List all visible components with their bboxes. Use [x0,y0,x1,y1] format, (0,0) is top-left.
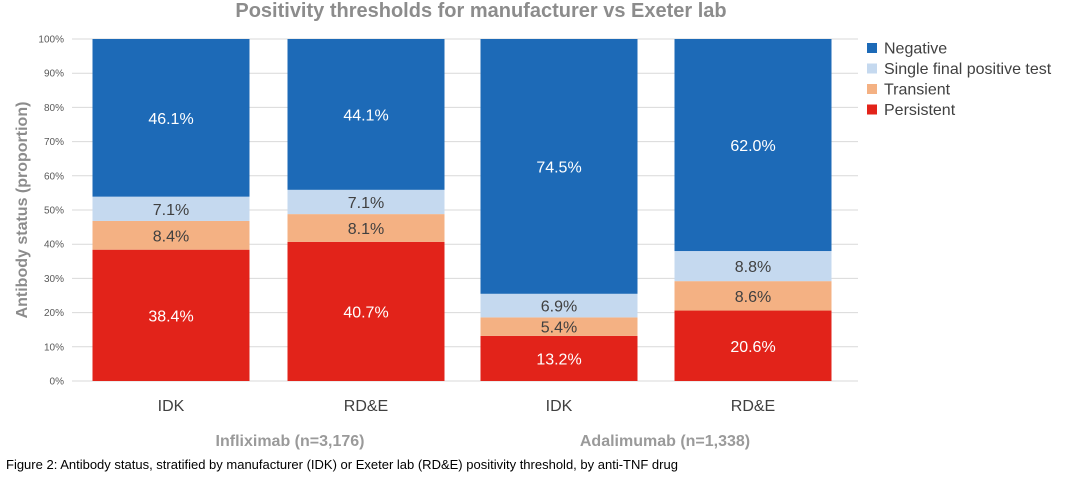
data-label: 6.9% [541,299,577,316]
bar-segment [480,293,638,318]
data-label: 8.4% [153,228,189,245]
y-tick-label: 80% [44,103,64,114]
data-label: 5.4% [541,320,577,337]
legend-swatch [867,43,877,53]
data-label: 46.1% [148,111,193,128]
legend-swatch [867,63,877,74]
bar-segment [287,189,445,215]
legend-swatch [867,84,877,94]
data-label: 44.1% [343,107,388,124]
bar-segment [674,251,832,282]
bars [92,39,832,381]
y-tick-label: 90% [44,69,64,80]
bar-segment [480,317,638,336]
y-tick-label: 0% [50,377,65,388]
stacked-bar-chart: 38.4% 8.4% 7.1% 46.1% 40.7% 8.1% 7.1% 44.1% 13.2… [14,0,1052,451]
group-label: Adalimumab (n=1,338) [580,433,750,450]
legend-label: Persistent [884,102,956,119]
axes: 0% 10% 20% 30% 40% 50% 60% 70% 80% 90% 100% IDK RD&E… [38,35,775,451]
y-tick-label: 70% [44,137,64,148]
bar-segment [92,39,250,197]
bar-segment [92,220,250,250]
data-label: 8.6% [735,289,771,306]
x-tick-label: RD&E [731,398,775,415]
x-tick-label: IDK [158,398,185,415]
data-label: 20.6% [730,339,775,356]
x-tick-label: IDK [546,398,573,415]
bar-segment [480,39,638,294]
legend-swatch [867,104,877,115]
y-tick-label: 20% [44,308,64,319]
bar-segment [287,214,445,242]
y-tick-label: 30% [44,274,64,285]
data-label: 7.1% [153,202,189,219]
legend-label: Negative [884,41,947,58]
bar-segment [92,249,250,381]
bar-segment [92,196,250,221]
bar-segment [287,241,445,381]
y-tick-label: 40% [44,240,64,251]
data-label: 38.4% [148,308,193,325]
y-axis-title: Antibody status (proportion) [14,102,31,319]
data-label: 62.0% [730,138,775,155]
bar-segment [674,310,832,381]
legend-label: Single final positive test [884,61,1052,78]
data-label: 74.5% [536,159,581,176]
data-label: 8.1% [348,221,384,238]
bar-segment [287,39,445,190]
data-label: 7.1% [348,195,384,212]
y-tick-label: 10% [44,342,64,353]
data-label: 40.7% [343,304,388,321]
legend: Negative Single final positive test Transi… [867,41,1052,119]
bar-segment [480,335,638,381]
chart-title: Positivity thresholds for manufacturer v… [235,0,726,22]
figure-caption: Figure 2: Antibody status, stratified by… [6,457,678,472]
y-tick-label: 100% [38,35,64,46]
y-tick-label: 60% [44,171,64,182]
bar-segment [674,281,832,311]
legend-label: Transient [884,82,951,99]
group-label: Infliximab (n=3,176) [216,433,365,450]
x-tick-label: RD&E [344,398,388,415]
data-label: 13.2% [536,351,581,368]
y-tick-label: 50% [44,206,64,217]
bar-segment [674,39,832,252]
data-label: 8.8% [735,259,771,276]
data-labels: 38.4% 8.4% 7.1% 46.1% 40.7% 8.1% 7.1% 44.1% 13.2… [148,107,775,368]
